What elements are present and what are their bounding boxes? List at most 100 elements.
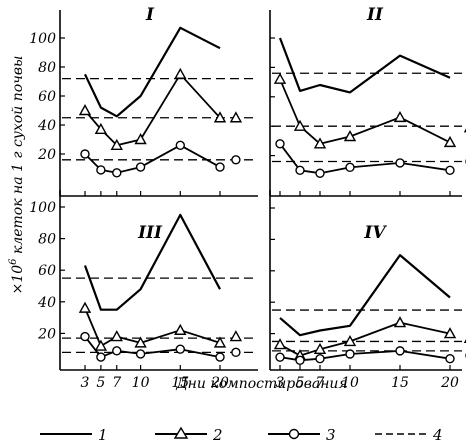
x-tick-label: 5 [96, 375, 105, 391]
series-3-marker [175, 344, 185, 354]
y-tick-label: 80 [38, 232, 56, 248]
series-2-marker [213, 336, 227, 348]
series-2-marker [174, 323, 187, 335]
series-3-marker [135, 349, 146, 359]
series-3-marker [275, 352, 285, 362]
series-3-marker [80, 331, 90, 342]
series-2-marker [78, 104, 92, 116]
legend-item-2: 2 [155, 426, 223, 444]
series-2-marker [393, 316, 407, 328]
series-3-marker [112, 346, 122, 356]
series-2-marker [443, 135, 457, 148]
series-3-marker [395, 346, 405, 356]
series-3-marker [395, 158, 405, 168]
y-label-prefix: ×10 [10, 265, 26, 295]
series-3-marker [175, 140, 185, 151]
series-2-marker [78, 301, 92, 313]
legend: 1 2 3 4 [40, 426, 443, 444]
y-tick-label: 60 [38, 263, 56, 279]
y-label-rest: клеток на 1 г сухой почвы [10, 56, 26, 259]
series-2-marker [443, 327, 457, 339]
x-tick-label: 3 [81, 375, 90, 391]
series-2-line [279, 321, 451, 357]
series-2-line [279, 78, 451, 145]
x-tick-label: 10 [341, 375, 359, 391]
x-tick-label: 15 [171, 375, 189, 391]
series-2-marker [273, 338, 287, 350]
legend-label: 2 [212, 426, 223, 444]
series-2-marker [174, 67, 187, 79]
panel-title: I [145, 5, 155, 25]
series-3-marker [215, 162, 225, 172]
series-1-line [279, 254, 451, 337]
series-3-marker [315, 354, 325, 364]
series-2-marker [393, 110, 407, 123]
series-3-marker [215, 352, 225, 362]
series-2-marker [110, 330, 123, 342]
x-tick-label: 7 [316, 375, 325, 391]
series-3-marker [275, 139, 285, 149]
series-2-marker [110, 138, 123, 150]
series-2-marker [313, 137, 327, 149]
series-3-marker [112, 168, 122, 178]
legend-item-1: 1 [40, 426, 108, 444]
series-2-line [84, 307, 221, 347]
series-3-marker [96, 165, 106, 175]
series-3-marker [345, 349, 355, 359]
series-3-line [279, 349, 451, 362]
series-3-marker [345, 162, 355, 173]
series-2-marker [94, 122, 108, 135]
y-tick-label: 100 [29, 31, 56, 47]
x-tick-label: 10 [132, 375, 150, 391]
series-3-marker [445, 165, 455, 176]
y-axis-label: ×106 клеток на 1 г сухой почвы [8, 56, 26, 295]
x-tick-label: 3 [276, 375, 285, 391]
y-tick-label: 40 [37, 118, 56, 134]
legend-circle-marker [288, 428, 300, 440]
x-tick-label: 5 [296, 375, 305, 391]
series-3-marker [96, 352, 106, 362]
series-3-marker [80, 149, 90, 159]
panel-title: IV [363, 223, 387, 243]
series-3-line [279, 143, 451, 175]
series-3-marker [135, 162, 146, 172]
series-2-marker [213, 111, 227, 123]
legend-label: 1 [98, 426, 108, 444]
series-3-marker [445, 354, 455, 364]
y-tick-label: 100 [29, 200, 56, 216]
legend-item-3: 3 [268, 426, 336, 444]
series-2-marker [313, 342, 327, 354]
series-2-marker [293, 119, 307, 131]
legend-label: 4 [432, 426, 443, 444]
legend-item-4: 4 [375, 426, 443, 444]
x-tick-label: 7 [112, 375, 121, 391]
series-3-marker [295, 355, 305, 365]
series-1-line [278, 37, 451, 94]
y-tick-label: 80 [38, 60, 56, 76]
x-tick-label: 15 [391, 375, 409, 391]
series-3-marker [231, 347, 241, 358]
panel-title: II [366, 5, 384, 25]
series-3-marker [315, 168, 325, 178]
y-tick-label: 60 [38, 89, 56, 105]
panel-4: 3 5 7 10 15 20 IV [269, 190, 466, 391]
series-3-marker [295, 165, 305, 176]
x-tick-label: 20 [440, 375, 459, 391]
panel-title: III [137, 223, 163, 243]
series-2-marker [273, 72, 287, 84]
y-tick-label: 40 [37, 295, 56, 311]
series-1-line [83, 213, 221, 311]
series-2-marker [229, 111, 243, 123]
legend-label: 3 [326, 426, 336, 444]
y-tick-label: 20 [37, 147, 56, 163]
panel-2: II [269, 5, 466, 197]
series-2-marker [134, 336, 147, 348]
legend-triangle-marker [173, 426, 189, 439]
series-2-marker [94, 339, 108, 351]
series-2-marker [134, 133, 147, 145]
series-1-line [84, 26, 221, 118]
y-label-exponent: 6 [8, 258, 19, 265]
panel-1: 20 40 60 80 100 I [29, 5, 258, 197]
